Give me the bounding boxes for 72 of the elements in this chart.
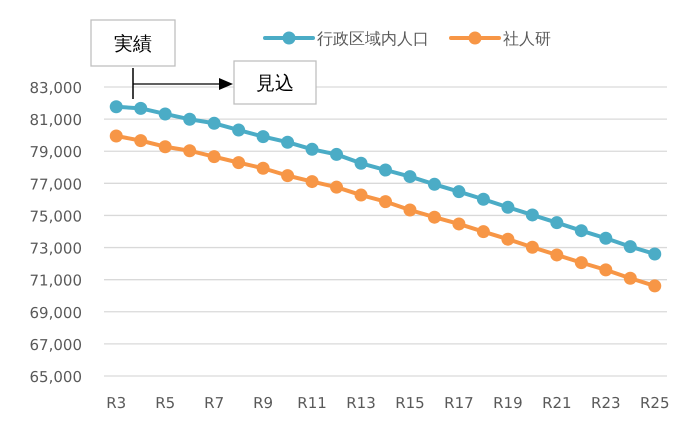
point: [501, 200, 514, 214]
point: [476, 192, 490, 206]
point: [403, 203, 416, 216]
y-tick-label: 81,000: [30, 111, 82, 130]
point: [550, 216, 564, 230]
point: [624, 240, 637, 254]
y-tick-label: 71,000: [30, 272, 82, 290]
y-tick-label: 65,000: [30, 368, 82, 386]
point: [550, 248, 564, 262]
x-tick-label: R25: [640, 394, 670, 412]
y-tick-label: 75,000: [30, 207, 82, 226]
point: [428, 178, 441, 191]
point: [134, 134, 148, 148]
point: [256, 130, 270, 144]
point: [501, 232, 514, 246]
text: 実績: [114, 33, 152, 55]
x-tick-label: R7: [204, 394, 224, 412]
point: [574, 224, 588, 238]
point: [428, 210, 441, 224]
point: [624, 272, 637, 285]
point: [354, 156, 368, 170]
point: [232, 156, 246, 170]
x-tick-label: R11: [297, 394, 327, 412]
point: [526, 208, 539, 222]
x-tick-label: R19: [493, 394, 523, 412]
point: [379, 164, 392, 177]
point: [110, 129, 123, 142]
point: [354, 188, 368, 202]
point: [183, 112, 196, 126]
legend-label: 行政区域内人口: [317, 29, 429, 48]
point: [158, 107, 172, 120]
point: [208, 150, 221, 164]
x-tick-label: R5: [155, 394, 176, 412]
point: [599, 263, 612, 276]
y-tick-label: 77,000: [30, 175, 82, 194]
y-tick-label: 69,000: [30, 304, 82, 322]
point: [648, 247, 662, 260]
annotation: 見込: [256, 72, 294, 94]
point: [158, 140, 172, 154]
point: [183, 144, 196, 158]
point: [574, 256, 588, 270]
point: [599, 232, 612, 245]
point: [476, 225, 490, 238]
x-tick-label: R15: [395, 394, 425, 412]
point: [306, 142, 319, 156]
x-tick-label: R13: [346, 394, 376, 412]
point: [110, 100, 123, 114]
point: [281, 136, 294, 149]
x-tick-label: R17: [444, 394, 474, 412]
x-tick-label: R9: [253, 394, 274, 412]
point: [281, 169, 294, 182]
y-tick-label: 79,000: [30, 143, 82, 162]
x-tick-label: R3: [106, 394, 126, 412]
y-tick-label: 67,000: [30, 336, 82, 354]
point: [134, 102, 148, 115]
point: [452, 185, 466, 198]
point: [256, 162, 270, 175]
x-tick-label: R23: [591, 394, 621, 412]
point: [379, 195, 392, 208]
legend-label: 社人研: [503, 29, 551, 48]
point: [452, 217, 466, 230]
y-tick-label: 73,000: [30, 240, 82, 258]
point: [526, 240, 539, 254]
point: [403, 170, 416, 184]
point: [306, 175, 319, 188]
y-tick-label: 83,000: [30, 79, 82, 97]
point: [648, 279, 662, 292]
point: [208, 116, 221, 130]
x-tick-label: R21: [542, 394, 572, 412]
point: [232, 124, 246, 137]
point: [330, 148, 344, 161]
point: [330, 180, 344, 194]
